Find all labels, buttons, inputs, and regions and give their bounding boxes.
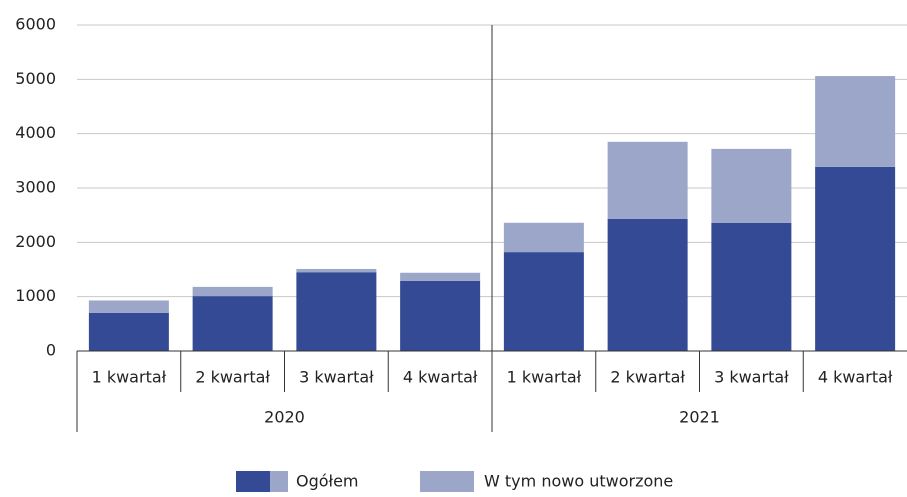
y-tick-label: 1000 [15,286,56,305]
x-tick-label: 4 kwartał [818,368,893,387]
y-tick-label: 5000 [15,69,56,88]
legend-swatch [270,471,288,492]
x-tick-label: 1 kwartał [92,368,167,387]
bar-segment [88,300,169,313]
x-tick-label: 3 kwartał [714,368,789,387]
legend-swatch [236,471,270,492]
y-tick-label: 3000 [15,178,56,197]
bar-segment [607,218,688,351]
bar-segment [503,252,584,351]
bar-segment [711,148,792,223]
bar-segment [296,272,377,351]
bar-segment [192,286,273,297]
legend-label: W tym nowo utworzone [484,472,673,491]
x-tick-label: 4 kwartał [403,368,478,387]
y-tick-label: 2000 [15,232,56,251]
bar-segment [88,312,169,351]
x-tick-label: 2 kwartał [610,368,685,387]
legend-swatch [420,471,474,492]
group-label: 2020 [264,408,305,427]
bar-segment [503,222,584,253]
y-tick-label: 0 [46,341,56,360]
bar-segment [400,272,481,281]
y-tick-label: 6000 [15,15,56,34]
x-tick-label: 1 kwartał [507,368,582,387]
x-tick-label: 3 kwartał [299,368,374,387]
group-label: 2021 [679,408,720,427]
bar-segment [400,280,481,351]
y-tick-label: 4000 [15,123,56,142]
bar-segment [296,268,377,273]
bar-segment [192,296,273,351]
legend-label: Ogółem [296,472,359,491]
bar-segment [815,76,896,167]
bar-segment [815,166,896,351]
bar-segment [711,222,792,351]
x-tick-label: 2 kwartał [195,368,270,387]
bar-segment [607,141,688,219]
